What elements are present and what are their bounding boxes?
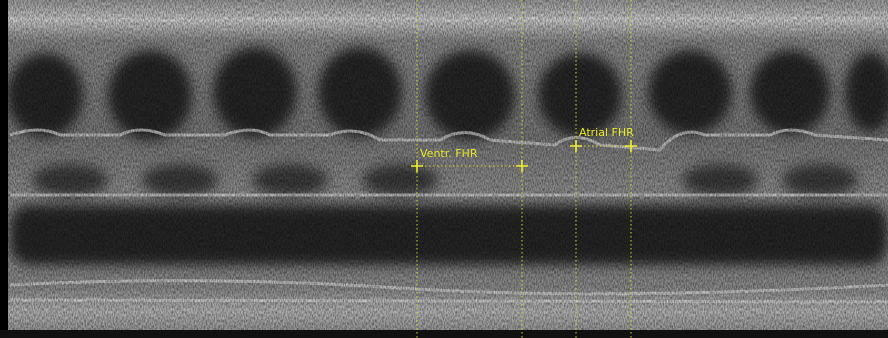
left-edge [0,0,8,338]
annotation-label: Atrial FHR [579,126,634,139]
speckle [0,0,888,338]
m-mode-image: Ventr. FHR Atrial FHR [0,0,888,338]
annotation-label: Ventr. FHR [420,147,478,160]
bottom-edge [0,330,888,338]
